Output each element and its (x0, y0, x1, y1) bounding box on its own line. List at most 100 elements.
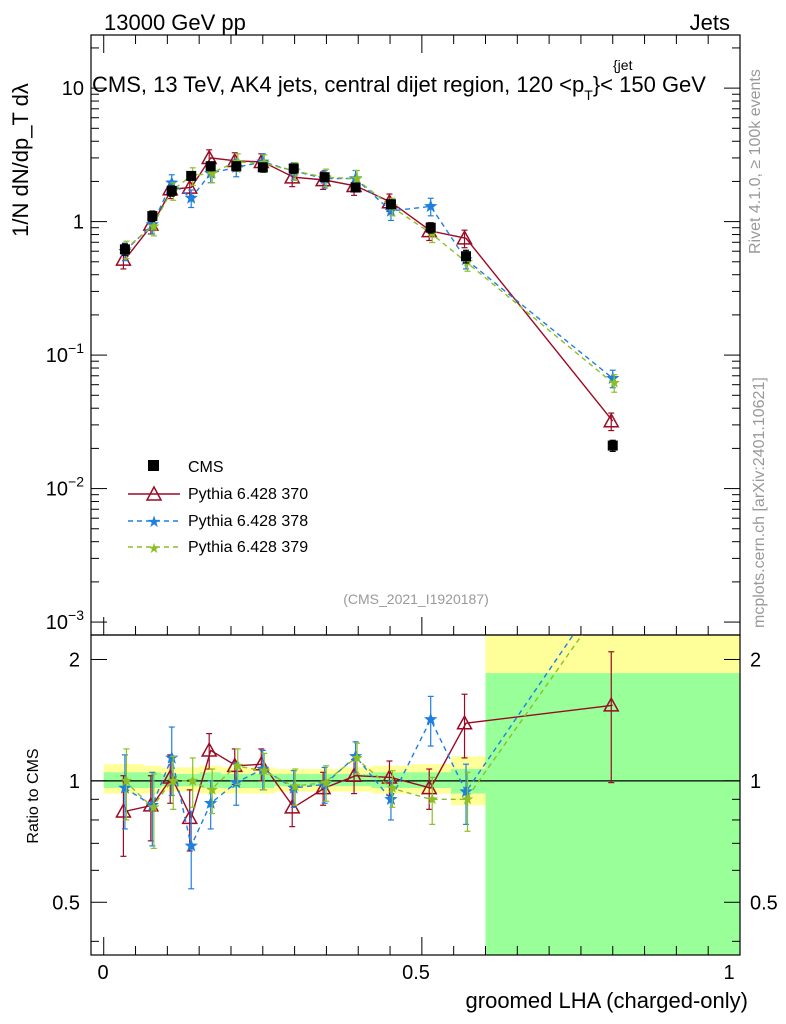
main-point-378-11 (424, 199, 438, 213)
ratio-band-inner-bin-13 (485, 673, 740, 955)
main-ytick-label: 1 (73, 212, 84, 234)
ratio-ytick-label-left: 0.5 (52, 892, 80, 914)
main-point-cms-11 (425, 222, 436, 233)
main-point-cms-5 (231, 161, 242, 172)
ratio-point-379-4 (206, 783, 218, 795)
main-point-cms-2 (166, 185, 177, 196)
ratio-point-370-4 (200, 741, 218, 757)
legend-label-cms: CMS (188, 459, 224, 476)
ratio-point-378-3 (184, 838, 198, 852)
ratio-band-inner-bin-7 (274, 774, 312, 787)
ratio-point-379-2 (167, 774, 179, 786)
main-point-cms-0 (119, 244, 130, 255)
legend-label-378: Pythia 6.428 378 (188, 513, 308, 530)
main-point-cms-10 (385, 199, 396, 210)
main-point-370-3 (181, 178, 198, 194)
ratio-point-378-9 (348, 749, 363, 763)
main-series-layer (115, 149, 620, 452)
ratio-point-378-13 (606, 570, 619, 583)
ratio-point-378-2 (165, 750, 179, 764)
title-sup: {jet (613, 57, 633, 73)
main-line-pythia-6.428-378 (124, 161, 614, 379)
ratio-ytick-label-right: 2 (750, 649, 761, 671)
ratio-point-378-6 (256, 762, 270, 775)
ratio-point-378-4 (204, 796, 218, 809)
main-point-cms-13 (607, 440, 618, 451)
legend-label-370: Pythia 6.428 370 (188, 486, 308, 503)
main-point-cms-4 (205, 161, 216, 172)
ratio-point-370-13 (602, 696, 620, 712)
main-line-pythia-6.428-370 (124, 157, 614, 422)
ratio-point-370-12 (456, 714, 473, 730)
ratio-point-379-6 (258, 764, 270, 776)
main-point-378-3 (184, 191, 198, 204)
ratio-point-378-11 (424, 712, 438, 726)
ratio-point-378-12 (459, 784, 473, 798)
plot-title: CMS, 13 TeV, AK4 jets, central dijet reg… (92, 72, 706, 103)
main-point-cms-12 (461, 251, 472, 262)
legend-marker-370 (145, 485, 163, 501)
ratio-band-inner-bin-9 (339, 774, 372, 787)
main-point-379-1 (148, 220, 160, 232)
main-point-cms-8 (319, 172, 330, 183)
ratio-point-379-12 (461, 793, 474, 805)
x-axis-label: groomed LHA (charged-only) (466, 988, 748, 1013)
title-suffix: }< 150 GeV (593, 72, 706, 97)
ratio-ytick-label-right: 1 (750, 771, 761, 793)
main-y-ticks: 10−3 10−2 10−1 1 10 (46, 47, 740, 634)
x-tick-label-05: 0.5 (402, 962, 430, 984)
legend-marker-cms (148, 460, 159, 471)
main-point-cms-3 (186, 170, 197, 181)
ratio-ytick-label-left: 2 (69, 649, 80, 671)
y-axis-label-main-text: 1/N dN/dp_T dλ (8, 83, 33, 237)
main-point-370-13 (602, 412, 620, 428)
main-point-cms-7 (288, 163, 299, 174)
main-line-pythia-6.428-379 (124, 161, 614, 384)
ratio-ytick-label-right: 0.5 (750, 892, 778, 914)
y-axis-label-ratio: Ratio to CMS (25, 748, 42, 843)
legend-marker-378: ★ (147, 514, 161, 531)
ratio-point-379-5 (232, 759, 244, 771)
x-tick-label-0: 0 (97, 962, 108, 984)
beam-label: 13000 GeV pp (104, 10, 246, 35)
ratio-point-370-9 (345, 767, 363, 783)
legend-marker-379: ★ (148, 540, 161, 556)
ratio-point-379-7 (289, 780, 301, 792)
ratio-panel-frame (90, 634, 741, 956)
ratio-point-378-0 (118, 781, 132, 794)
ratio-point-379-0 (120, 774, 133, 786)
legend: CMS Pythia 6.428 370 ★ Pythia 6.428 378 … (128, 459, 308, 556)
main-point-cms-6 (257, 162, 268, 173)
ratio-point-379-9 (351, 751, 363, 763)
main-point-379-13 (608, 376, 620, 388)
main-point-cms-1 (147, 211, 158, 222)
ratio-point-379-8 (320, 776, 332, 788)
main-point-cms-9 (350, 182, 361, 193)
ratio-point-378-5 (229, 775, 243, 789)
mcplots-label: mcplots.cern.ch [arXiv:2401.10621] (751, 377, 768, 628)
main-point-378-1 (145, 217, 159, 231)
ratio-point-378-10 (384, 792, 398, 805)
category-label: Jets (690, 10, 730, 35)
main-point-379-9 (351, 172, 363, 184)
main-ytick-label: 10−1 (46, 340, 84, 367)
ratio-point-370-7 (283, 798, 301, 814)
ratio-ytick-label-left: 1 (69, 771, 80, 793)
ratio-y-ticks: 0.5 0.5 1 1 2 2 (52, 649, 778, 942)
title-sub: T (584, 87, 593, 103)
main-ytick-label: 10−3 (46, 607, 84, 634)
x-ticks (103, 35, 741, 955)
main-ytick-label: 10 (62, 78, 84, 100)
main-point-378-10 (384, 204, 398, 217)
ratio-point-378-1 (145, 798, 159, 811)
x-tick-label-1: 1 (723, 962, 734, 984)
main-point-378-13 (606, 371, 620, 384)
ratio-series-layer (115, 570, 620, 890)
main-point-379-4 (206, 167, 218, 179)
main-point-370-12 (456, 229, 473, 245)
rivet-label: Rivet 4.1.0, ≥ 100k events (747, 69, 764, 254)
ratio-point-370-3 (181, 809, 198, 825)
ratio-point-379-10 (386, 782, 399, 793)
ratio-point-379-11 (426, 793, 438, 805)
